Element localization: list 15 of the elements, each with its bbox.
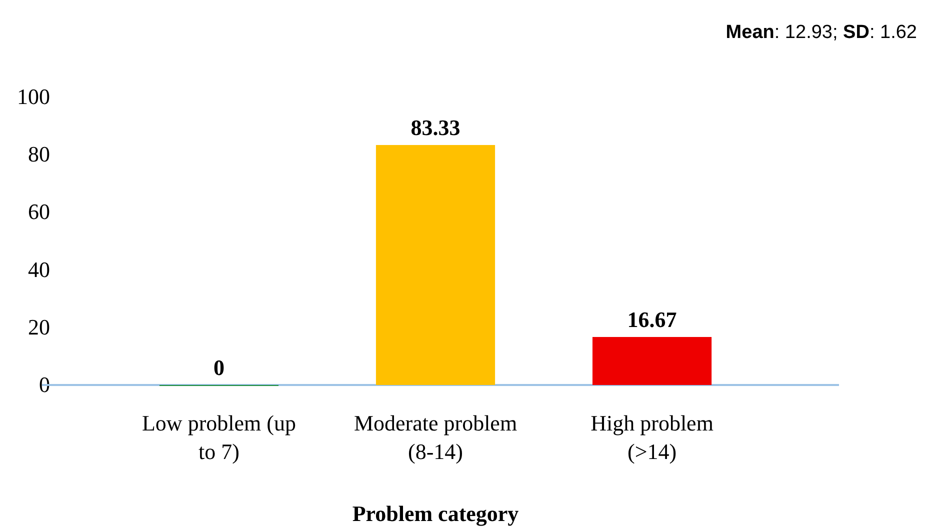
bar: [376, 145, 496, 385]
data-label: 83.33: [410, 115, 460, 140]
x-tick-label: Moderate problem (8-14): [354, 410, 518, 464]
bar: [592, 336, 712, 385]
x-tick-label: Low problem (up to 7): [142, 410, 296, 464]
y-tick-label: 40: [28, 256, 50, 282]
x-axis-title: Problem category: [352, 501, 519, 526]
data-label: 0: [213, 355, 224, 380]
text: Mean: 12.93; SD: 1.62: [726, 22, 917, 43]
y-tick-label: 20: [28, 314, 50, 340]
x-tick-label: High problem (>14): [590, 410, 714, 464]
data-label: 16.67: [627, 306, 677, 332]
y-tick-label: 60: [28, 199, 50, 224]
y-tick-label: 80: [28, 142, 50, 167]
y-tick-label: 100: [17, 84, 50, 110]
